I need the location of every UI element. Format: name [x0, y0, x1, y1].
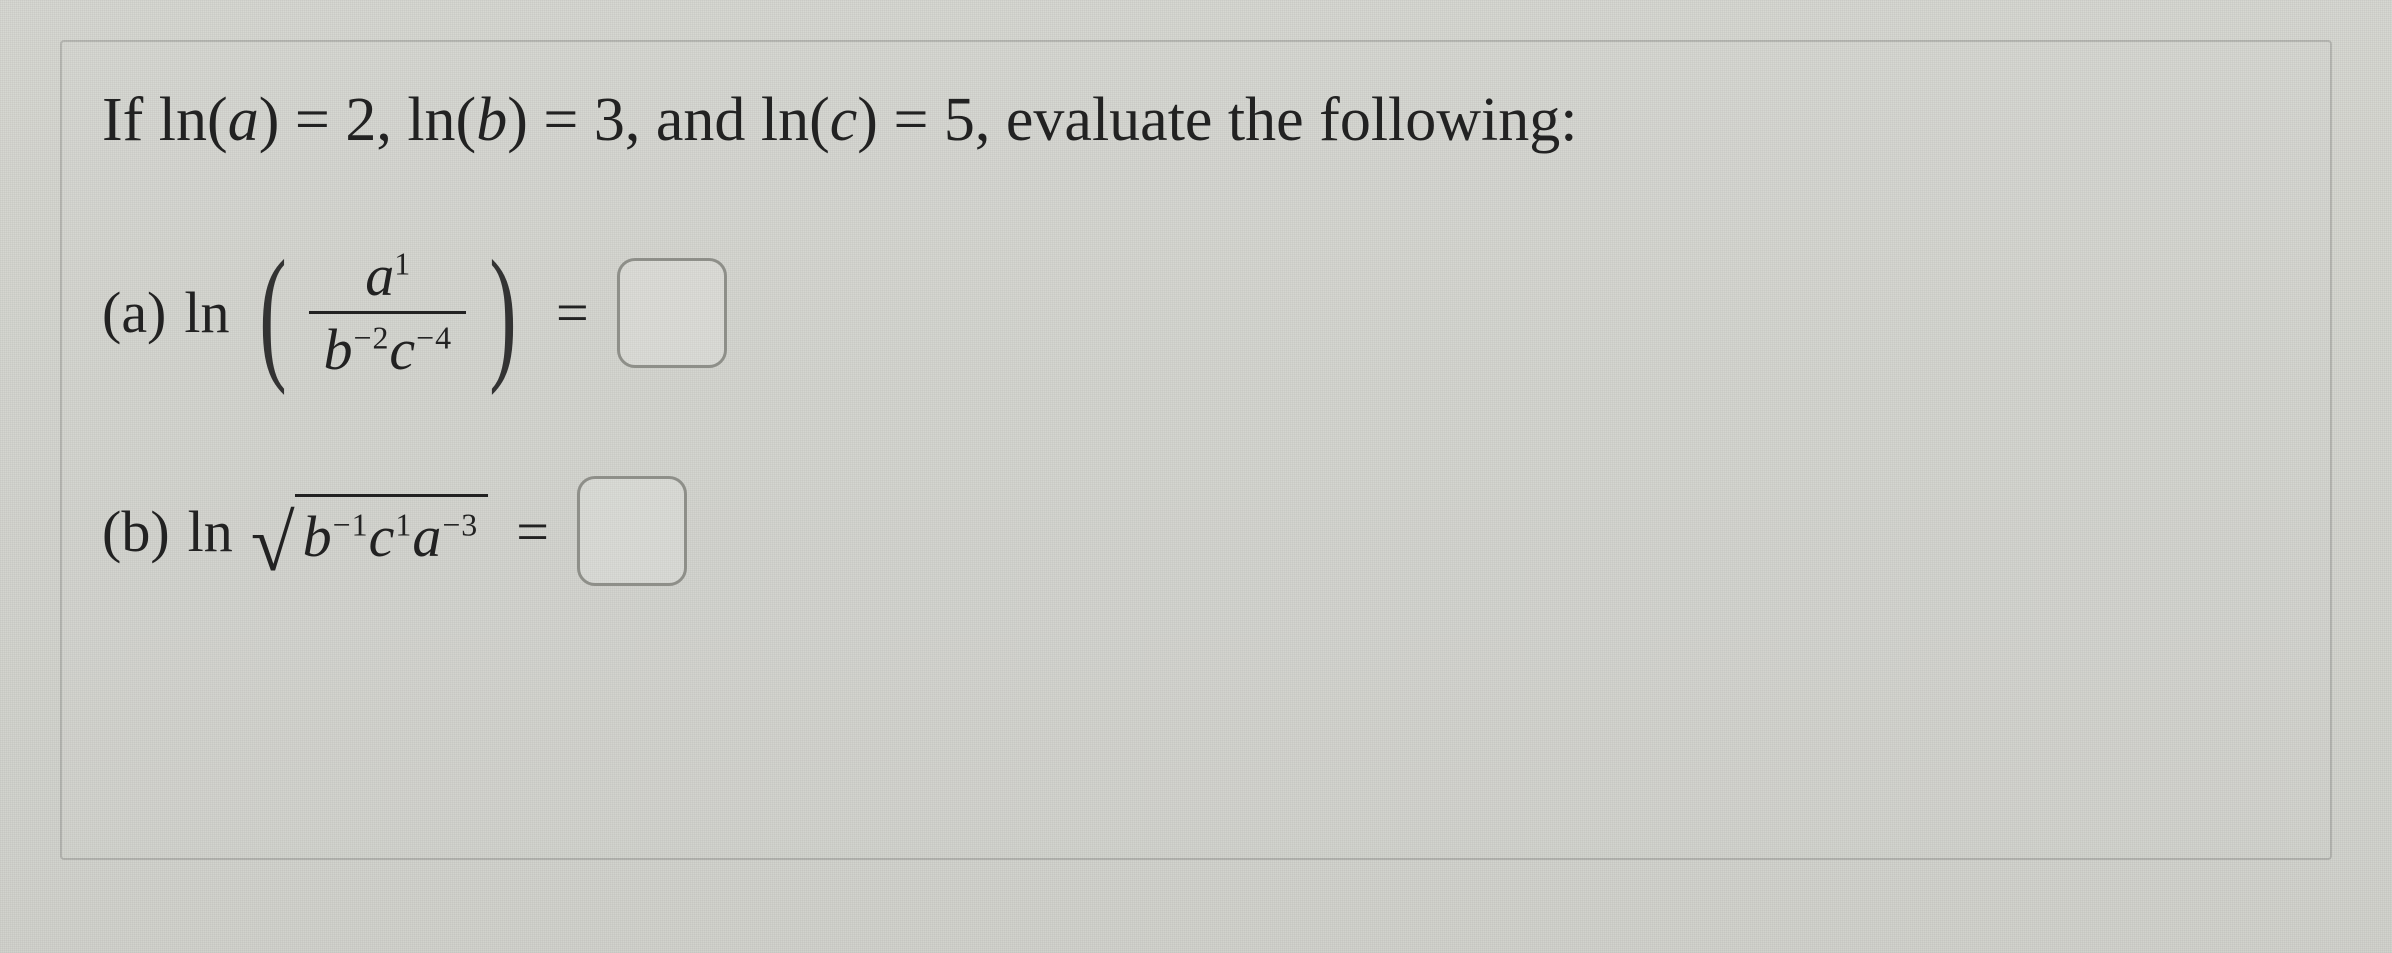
var-c: c: [830, 86, 858, 154]
radical-icon: √: [251, 520, 295, 574]
radicand: b−1c1a−3: [295, 494, 489, 569]
var-b: b: [476, 86, 507, 154]
ln-fn: ln: [184, 279, 229, 346]
ln-fn: ln: [407, 86, 455, 154]
val-b: 3: [594, 86, 625, 154]
prompt-prefix: If: [102, 86, 159, 154]
page: If ln(a) = 2, ln(b) = 3, and ln(c) = 5, …: [0, 0, 2392, 953]
part-b-row: (b) ln √ b−1c1a−3 =: [102, 476, 2290, 586]
prompt-suffix: evaluate the following:: [1006, 86, 1578, 154]
comma: ,: [376, 86, 392, 154]
equals-sign: =: [546, 279, 599, 346]
equals-sign: =: [506, 498, 559, 565]
den-c-exp: −4: [416, 321, 452, 356]
fraction-denominator: b−2c−4: [309, 314, 466, 386]
part-a-row: (a) ln ( a1 b−2c−4 ) =: [102, 240, 2290, 387]
equals-sign: =: [893, 86, 928, 154]
comma: ,: [975, 86, 991, 154]
ln-fn: ln: [761, 86, 809, 154]
ln-fn: ln: [159, 86, 207, 154]
val-a: 2: [345, 86, 376, 154]
lparen-icon: (: [259, 257, 286, 370]
equals-sign: =: [543, 86, 578, 154]
ln-fn: ln: [188, 498, 233, 565]
fraction: a1 b−2c−4: [297, 240, 478, 387]
var-a: a: [228, 86, 259, 154]
part-b-label: (b): [102, 498, 170, 565]
part-a-label: (a): [102, 279, 166, 346]
question-panel: If ln(a) = 2, ln(b) = 3, and ln(c) = 5, …: [60, 40, 2332, 860]
rad-a-exp: −3: [442, 507, 478, 542]
rad-b-exp: −1: [333, 507, 369, 542]
val-c: 5: [944, 86, 975, 154]
prompt-text: If ln(a) = 2, ln(b) = 3, and ln(c) = 5, …: [102, 82, 2290, 160]
fraction-numerator: a1: [351, 240, 424, 312]
den-b-exp: −2: [353, 321, 389, 356]
fraction-group: ( a1 b−2c−4 ): [248, 240, 529, 387]
num-base: a: [365, 243, 394, 308]
den-c-base: c: [389, 317, 416, 382]
answer-input-b[interactable]: [577, 476, 687, 586]
rad-c-base: c: [369, 504, 396, 569]
rad-b-base: b: [303, 504, 333, 569]
den-b-base: b: [323, 317, 353, 382]
comma: ,: [625, 86, 641, 154]
rparen-icon: ): [489, 257, 516, 370]
num-exp: 1: [394, 246, 410, 281]
rad-c-exp: 1: [395, 507, 412, 542]
equals-sign: =: [295, 86, 330, 154]
and-word: and: [656, 86, 746, 154]
rad-a-base: a: [412, 504, 442, 569]
sqrt-group: √ b−1c1a−3: [251, 494, 488, 569]
answer-input-a[interactable]: [617, 258, 727, 368]
